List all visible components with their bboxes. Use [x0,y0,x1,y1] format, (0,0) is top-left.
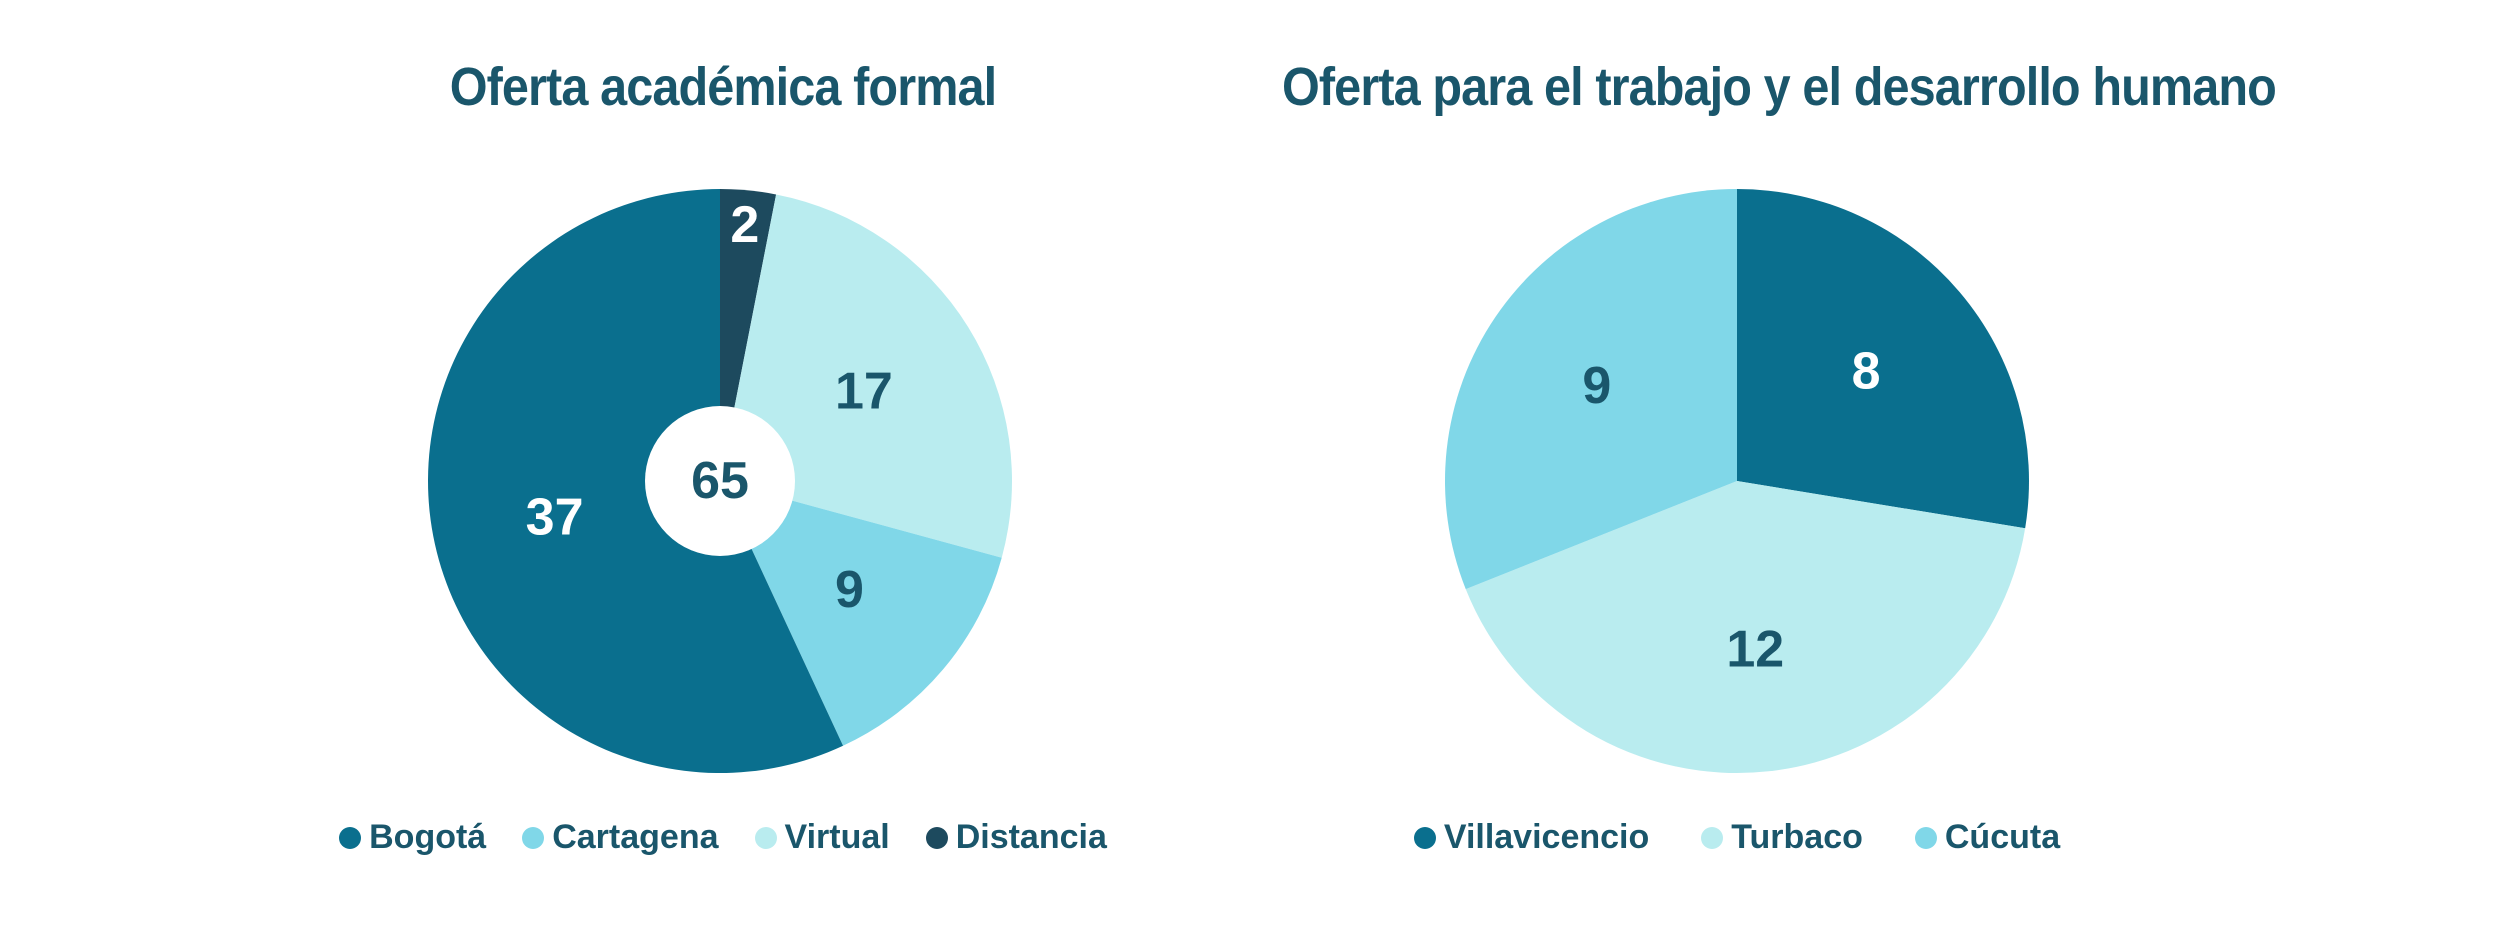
pie-slice-villavicencio [1737,189,2029,529]
slice-value-label-virtual: 17 [835,363,893,421]
pie-slice-cartagena [720,481,1002,746]
legend-label-virtual: Virtual [784,818,890,856]
legend-label-distancia: Distancia [955,818,1107,856]
chart-title-oferta-trabajo-desarrollo-humano: Oferta para el trabajo y el desarrollo h… [1282,57,2277,117]
pie-slice-cucuta [1445,189,1737,590]
donut-chart-oferta-academica-formal: 65 2 17 9 37 [428,189,1012,774]
legend-oferta-trabajo-desarrollo-humano: Villavicencio Turbaco Cúcuta [1237,818,2237,857]
slice-value-label-villavicencio: 8 [1852,342,1881,400]
legend-label-cucuta: Cúcuta [1944,818,2061,856]
legend-item-cucuta: Cúcuta [1914,818,2061,857]
legend-label-bogota: Bogotá [369,818,487,856]
legend-swatch-turbaco [1701,826,1724,849]
donut-center-circle [645,406,795,556]
legend-swatch-cucuta [1914,826,1937,849]
slice-value-label-distancia: 2 [730,196,759,254]
legend-item-cartagena: Cartagena [522,818,719,857]
slice-value-label-turbaco: 12 [1726,620,1784,678]
chart-title-oferta-academica-formal: Oferta académica formal [449,57,997,117]
legend-label-cartagena: Cartagena [552,818,719,856]
slice-value-label-cartagena: 9 [835,561,864,619]
legend-label-villavicencio: Villavicencio [1443,818,1650,856]
legend-oferta-academica-formal: Bogotá Cartagena Virtual Distancia [223,818,1223,857]
legend-swatch-bogota [339,826,362,849]
legend-swatch-virtual [754,826,777,849]
legend-label-turbaco: Turbaco [1731,818,1863,856]
pie-slice-bogota [428,189,844,774]
slice-value-label-cucuta: 9 [1582,357,1611,415]
legend-swatch-cartagena [522,826,545,849]
slice-value-label-bogota: 37 [526,489,584,547]
legend-item-bogota: Bogotá [339,818,486,857]
legend-item-distancia: Distancia [925,818,1107,857]
legend-item-villavicencio: Villavicencio [1413,818,1650,857]
legend-swatch-villavicencio [1413,826,1436,849]
legend-swatch-distancia [925,826,948,849]
donut-total-label: 65 [691,452,749,510]
pie-slice-turbaco [1465,481,2026,773]
legend-item-virtual: Virtual [754,818,890,857]
legend-item-turbaco: Turbaco [1701,818,1863,857]
pie-chart-oferta-trabajo-desarrollo-humano: 8 12 9 [1445,189,2029,773]
